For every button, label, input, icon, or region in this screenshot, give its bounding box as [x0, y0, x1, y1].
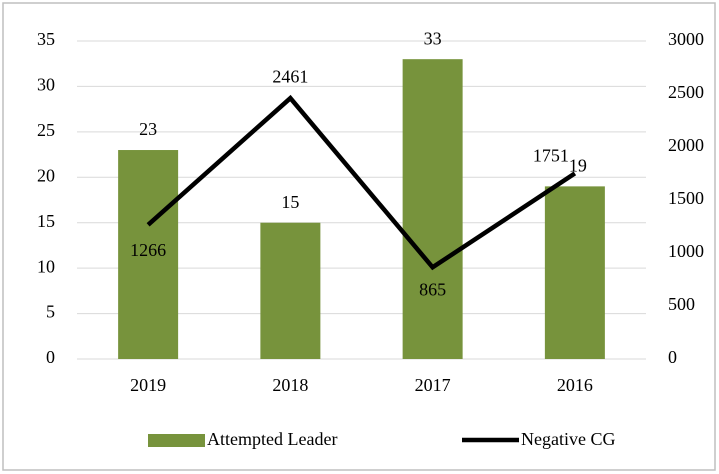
y2-tick-label: 500 — [668, 294, 695, 314]
bar — [544, 186, 605, 359]
y2-tick-label: 1000 — [668, 241, 704, 261]
x-tick-label: 2017 — [415, 375, 451, 395]
x-tick-label: 2018 — [272, 375, 308, 395]
y-tick-label: 5 — [46, 302, 55, 322]
y2-tick-label: 0 — [668, 347, 677, 367]
x-tick-label: 2016 — [557, 375, 593, 395]
y2-tick-label: 2000 — [668, 135, 704, 155]
y-tick-label: 35 — [37, 29, 55, 49]
y-tick-label: 25 — [37, 120, 55, 140]
y2-tick-label: 2500 — [668, 82, 704, 102]
bar-value-label: 33 — [424, 28, 442, 48]
legend-label: Attempted Leader — [207, 429, 337, 449]
bar — [402, 59, 463, 360]
y-tick-label: 10 — [37, 256, 55, 276]
line-value-label: 1751 — [533, 146, 569, 166]
line-value-label: 1266 — [130, 240, 166, 260]
y-tick-label: 20 — [37, 165, 55, 185]
y2-tick-label: 1500 — [668, 188, 704, 208]
y-tick-label: 0 — [46, 347, 55, 367]
bar-value-label: 19 — [569, 155, 587, 175]
bar — [260, 222, 321, 359]
y-tick-label: 15 — [37, 211, 55, 231]
bar — [118, 150, 179, 359]
bar-value-label: 23 — [139, 119, 157, 139]
legend-swatch — [148, 434, 205, 447]
y2-tick-label: 3000 — [668, 29, 704, 49]
x-tick-label: 2019 — [130, 375, 166, 395]
bar-value-label: 15 — [281, 192, 299, 212]
line-value-label: 865 — [419, 279, 446, 299]
line — [146, 94, 577, 271]
y-tick-label: 30 — [37, 75, 55, 95]
line-value-label: 2461 — [272, 66, 308, 86]
legend-label: Negative CG — [521, 429, 615, 449]
